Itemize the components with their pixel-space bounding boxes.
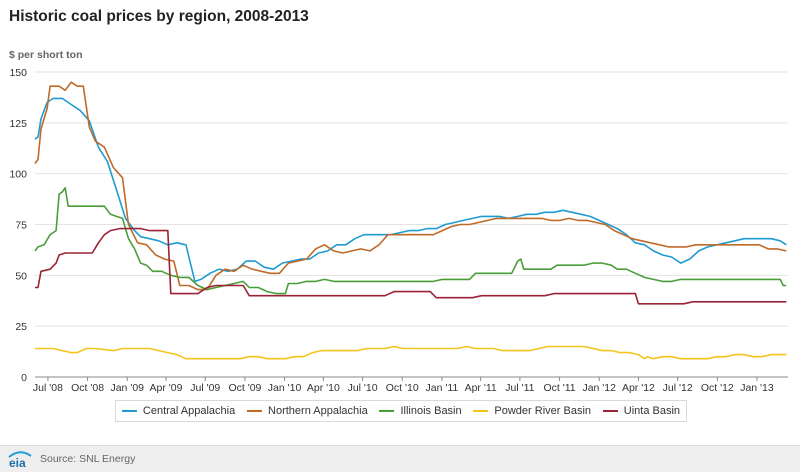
- legend-label: Central Appalachia: [142, 405, 236, 417]
- x-tick-label: Oct '09: [228, 382, 261, 394]
- x-tick-label: Apr '10: [307, 382, 340, 394]
- y-tick-label: 25: [15, 321, 27, 333]
- legend-label: Powder River Basin: [494, 405, 591, 417]
- series-line-northern-appalachia: [34, 81, 787, 291]
- footer-bar: eia Source: SNL Energy: [0, 445, 800, 472]
- x-tick-label: Jul '09: [190, 382, 220, 394]
- legend-swatch: [121, 410, 137, 412]
- y-tick-label: 125: [9, 118, 27, 130]
- legend-item-powder-river-basin: Powder River Basin: [473, 405, 591, 417]
- legend-swatch: [247, 410, 263, 412]
- line-chart: 0 25 50 75 100 125 150 Jul '08 Oct '08 Jan '09 Apr…: [9, 67, 788, 394]
- x-tick-label: Apr '09: [150, 382, 183, 394]
- legend-label: Northern Appalachia: [268, 405, 368, 417]
- x-tick-label: Jan '12: [582, 382, 616, 394]
- x-tick-label: Oct '08: [71, 382, 104, 394]
- y-axis-unit-label: $ per short ton: [9, 49, 83, 61]
- x-tick-label: Jan '10: [268, 382, 302, 394]
- legend-item-northern-appalachia: Northern Appalachia: [247, 405, 368, 417]
- legend-swatch: [602, 410, 618, 412]
- legend-item-uinta-basin: Uinta Basin: [602, 405, 681, 417]
- svg-text:eia: eia: [9, 456, 26, 470]
- x-tick-label: Oct '10: [386, 382, 419, 394]
- y-tick-label: 0: [21, 372, 27, 384]
- x-tick-label: Jan '09: [110, 382, 144, 394]
- x-tick-label: Jul '10: [348, 382, 378, 394]
- x-tick-label: Oct '12: [701, 382, 734, 394]
- x-tick-label: Jul '12: [663, 382, 693, 394]
- x-tick-label: Jul '08: [33, 382, 63, 394]
- y-tick-label: 75: [15, 220, 27, 232]
- chart-legend: Central Appalachia Northern Appalachia Ill…: [115, 400, 687, 422]
- axes: 0 25 50 75 100 125 150 Jul '08 Oct '08 Jan '09 Apr…: [9, 67, 788, 394]
- x-tick-label: Jan '11: [426, 382, 459, 394]
- legend-label: Uinta Basin: [623, 405, 681, 417]
- series-line-powder-river-basin: [35, 345, 787, 360]
- gridlines: [35, 71, 788, 327]
- source-note: Source: SNL Energy: [40, 453, 136, 465]
- series-line-uinta-basin: [35, 227, 787, 305]
- legend-item-illinois-basin: Illinois Basin: [379, 405, 462, 417]
- x-tick-label: Apr '12: [622, 382, 655, 394]
- legend-item-central-appalachia: Central Appalachia: [121, 405, 236, 417]
- series-line-illinois-basin: [34, 187, 787, 295]
- y-tick-label: 50: [15, 270, 27, 282]
- y-tick-label: 100: [9, 169, 27, 181]
- y-tick-label: 150: [9, 67, 27, 79]
- series-lines: [34, 81, 787, 360]
- x-tick-label: Apr '11: [465, 382, 497, 394]
- legend-swatch: [379, 410, 395, 412]
- x-tick-label: Jul '11: [505, 382, 534, 394]
- x-tick-label: Jan '13: [740, 382, 774, 394]
- chart-title: Historic coal prices by region, 2008-201…: [9, 8, 309, 25]
- x-tick-label: Oct '11: [543, 382, 575, 394]
- series-line-central-appalachia: [34, 97, 787, 283]
- legend-label: Illinois Basin: [400, 405, 462, 417]
- eia-logo: eia: [8, 451, 32, 470]
- legend-swatch: [473, 410, 489, 412]
